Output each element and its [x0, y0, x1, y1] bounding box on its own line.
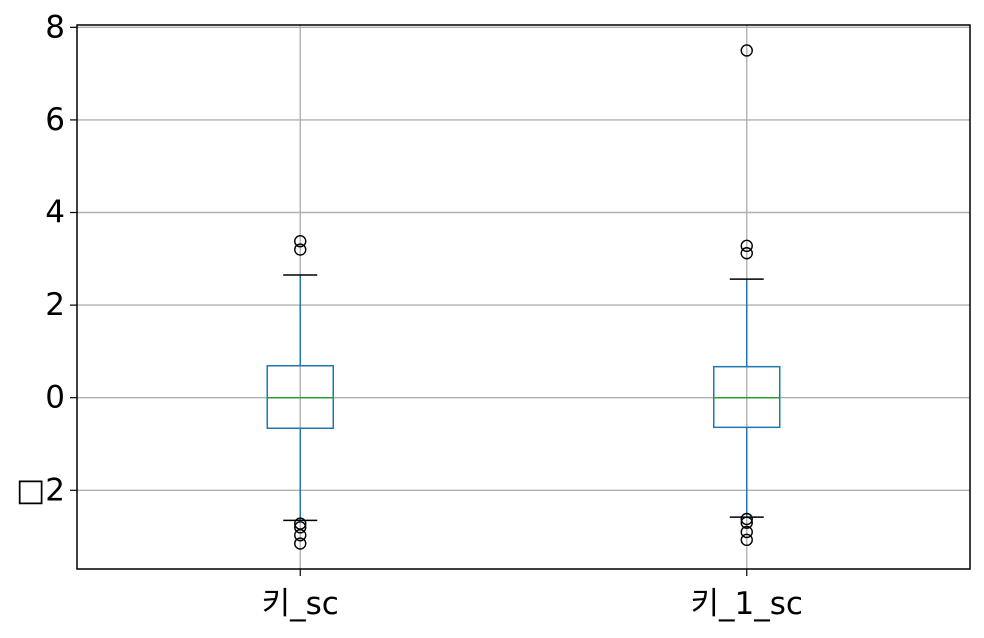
y-tick-label: 2: [45, 287, 65, 323]
box-group: [713, 44, 781, 547]
y-tick-label: 4: [45, 195, 65, 231]
y-tick-label: 0: [45, 380, 65, 416]
outlier-point: [294, 521, 307, 534]
outlier-point: [740, 525, 753, 539]
outlier-point: [740, 239, 753, 253]
y-tick-label: 6: [45, 102, 65, 138]
outlier-point: [294, 235, 307, 248]
x-tick-label: 키_1_sc: [691, 586, 803, 622]
axes: □2 0 2 4 6 8 키_sc 키_1_sc: [16, 9, 803, 622]
outlier-point: [740, 512, 753, 526]
outlier-point: [294, 529, 307, 542]
outlier-point: [740, 247, 753, 260]
y-tick-label: □2: [16, 472, 65, 508]
grid-lines: [77, 25, 970, 569]
plot-frame: [76, 24, 971, 570]
x-tick-label: 키_sc: [262, 586, 339, 622]
y-tick-label: 8: [45, 9, 65, 45]
outlier-point: [294, 537, 307, 550]
outlier-point: [740, 516, 753, 529]
outlier-point: [740, 533, 753, 547]
box-plot-series: [266, 44, 781, 550]
outlier-point: [294, 243, 307, 256]
box-group: [266, 235, 334, 550]
outlier-point: [740, 44, 753, 57]
